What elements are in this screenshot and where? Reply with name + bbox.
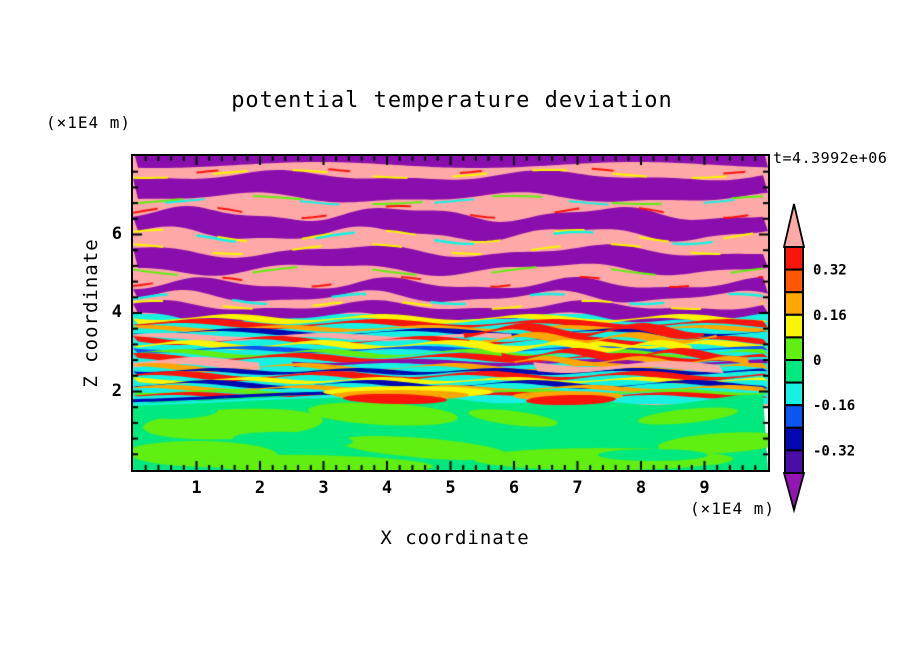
colorbar-tick-label: 0.32 xyxy=(813,263,847,279)
colorbar-segment xyxy=(784,404,804,429)
colorbar-segment xyxy=(784,291,804,316)
x-axis-title: X coordinate xyxy=(380,527,530,549)
y-axis-tick-label: 4 xyxy=(111,302,122,322)
x-axis-tick-label: 6 xyxy=(508,478,520,498)
colorbar-down-arrow xyxy=(782,472,806,514)
colorbar-tick-label: 0 xyxy=(813,353,821,369)
y-axis-unit-label: (×1E4 m) xyxy=(46,113,132,132)
colorbar-tick-label: -0.16 xyxy=(813,398,855,414)
chart-title: potential temperature deviation xyxy=(231,88,673,113)
x-axis-tick-label: 4 xyxy=(381,478,393,498)
x-axis-tick-label: 2 xyxy=(254,478,266,498)
timestamp-label: t=4.3992e+06 xyxy=(773,149,888,167)
colorbar-segment xyxy=(784,268,804,294)
x-axis-tick-label: 7 xyxy=(572,478,583,498)
colorbar-segment xyxy=(784,336,804,361)
x-axis-tick-label: 9 xyxy=(699,478,710,498)
x-axis-tick-label: 8 xyxy=(635,478,647,498)
colorbar-segment xyxy=(784,359,804,384)
colorbar: 0.32 0.16 0 -0.16 -0.32 xyxy=(779,200,904,524)
x-axis-tick-label: 5 xyxy=(445,478,456,498)
y-axis-tick-label: 6 xyxy=(111,223,122,244)
y-axis-tick-label: 2 xyxy=(111,380,122,401)
colorbar-segment xyxy=(784,426,804,452)
colorbar-tick-label: -0.32 xyxy=(813,443,855,459)
contour-field xyxy=(131,154,770,472)
x-axis-unit-label: (×1E4 m) xyxy=(689,499,775,518)
colorbar-up-arrow xyxy=(782,203,806,248)
colorbar-segment xyxy=(784,246,804,271)
colorbar-segment xyxy=(784,381,804,407)
x-axis-tick-label: 1 xyxy=(191,478,202,498)
colorbar-segment xyxy=(784,449,804,474)
x-axis-tick-label: 3 xyxy=(318,478,329,498)
colorbar-segment xyxy=(784,313,804,339)
colorbar-tick-label: 0.16 xyxy=(813,308,847,324)
